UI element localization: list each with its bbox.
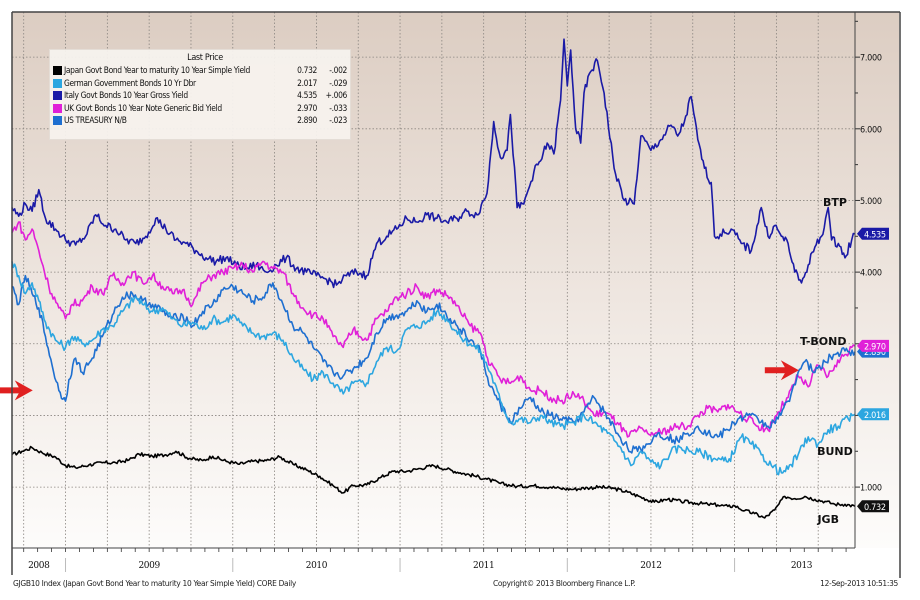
legend-item-t-bond: US TREASURY N/B 2.890 -.023 [50, 114, 350, 127]
legend-last-price: 2.890 [297, 115, 317, 126]
annotation-btp: BTP [823, 196, 847, 209]
legend-label: German Government Bonds 10 Yr Dbr [64, 77, 196, 88]
legend-change: -.023 [329, 115, 347, 126]
value-tag-text: 4.535 [864, 230, 886, 240]
legend-last-price: 2.970 [297, 102, 317, 113]
legend: Last Price Japan Govt Bond Year to matur… [49, 49, 351, 140]
y-tick-label: 7.000 [860, 54, 882, 64]
y-tick-label: 6.000 [860, 125, 882, 135]
axis-value-tag-jgb: 0.732 [857, 500, 889, 513]
value-tag-text: 2.890 [864, 348, 886, 358]
red-arrow-icon [764, 360, 799, 381]
series-line-t-bond [11, 274, 856, 454]
x-year-label: 2013 [791, 561, 813, 571]
axis-value-tag-btp: 4.535 [857, 227, 889, 240]
legend-item-bund: German Government Bonds 10 Yr Dbr 2.017 -.… [50, 77, 350, 90]
series-line-jgb [11, 445, 856, 519]
series-line-btp [11, 38, 856, 289]
value-tag-shape [857, 227, 889, 240]
y-tick-label: 1.000 [860, 484, 882, 494]
legend-last-price: 4.535 [297, 90, 317, 101]
axes-layer: 1.000 4.000 5.000 6.000 7.000 2008 2009 2010 201… [23, 20, 889, 572]
x-year-label: 2009 [138, 561, 160, 571]
legend-item-jgb: Japan Govt Bond Year to maturity 10 Year… [50, 64, 350, 77]
value-tag-text: 2.970 [864, 342, 886, 352]
legend-title: Last Price [187, 53, 223, 63]
value-tag-shape [857, 408, 889, 421]
legend-item-gilt: UK Govt Bonds 10 Year Note Generic Bid Y… [50, 102, 350, 115]
axis-value-tag-bund: 2.016 [857, 408, 889, 421]
value-tag-shape [857, 500, 889, 513]
annotation-t-bond: T-BOND [800, 335, 847, 348]
x-year-label: 2008 [28, 561, 50, 571]
axis-panel-background [855, 12, 899, 548]
legend-change: -.033 [329, 102, 347, 113]
value-tag-shape [857, 339, 889, 352]
legend-change: -.029 [329, 77, 347, 88]
legend-label: US TREASURY N/B [64, 115, 127, 126]
legend-swatch [53, 91, 62, 101]
legend-last-price: 0.732 [297, 65, 317, 75]
annotations-layer: BTP T-BOND BUND JGB [0, 196, 853, 526]
footer-index-description: GJGB10 Index (Japan Govt Bond Year to ma… [13, 578, 296, 588]
legend-label: Japan Govt Bond Year to maturity 10 Year… [64, 65, 250, 75]
legend-change: -.002 [329, 65, 347, 75]
x-year-label: 2012 [640, 561, 661, 571]
value-tag-text: 0.732 [864, 503, 886, 513]
legend-last-price: 2.017 [297, 77, 317, 88]
series-layer [11, 38, 856, 519]
x-year-label: 2010 [306, 561, 328, 571]
legend-item-btp: Italy Govt Bonds 10 Year Gross Yield 4.53… [50, 89, 350, 102]
y-tick-label: 4.000 [860, 269, 882, 279]
legend-swatch [53, 78, 62, 88]
legend-label: UK Govt Bonds 10 Year Note Generic Bid Y… [64, 102, 222, 113]
legend-label: Italy Govt Bonds 10 Year Gross Yield [64, 90, 188, 101]
legend-swatch [53, 116, 62, 126]
footer-timestamp: 12-Sep-2013 10:51:35 [820, 578, 898, 588]
legend-swatch [53, 66, 62, 75]
series-line-gilt [11, 221, 856, 438]
x-year-label: 2011 [473, 561, 494, 571]
footer-copyright: Copyright© 2013 Bloomberg Finance L.P. [493, 578, 636, 588]
series-line-bund [11, 261, 856, 476]
annotation-jgb: JGB [816, 513, 839, 526]
red-arrow-icon [0, 380, 33, 401]
value-tag-text: 2.016 [864, 411, 886, 421]
axis-value-tag-gilt: 2.970 [857, 339, 889, 352]
legend-change: +.006 [325, 90, 348, 101]
legend-swatch [53, 103, 62, 113]
annotation-bund: BUND [817, 445, 853, 458]
y-tick-label: 5.000 [860, 197, 882, 207]
